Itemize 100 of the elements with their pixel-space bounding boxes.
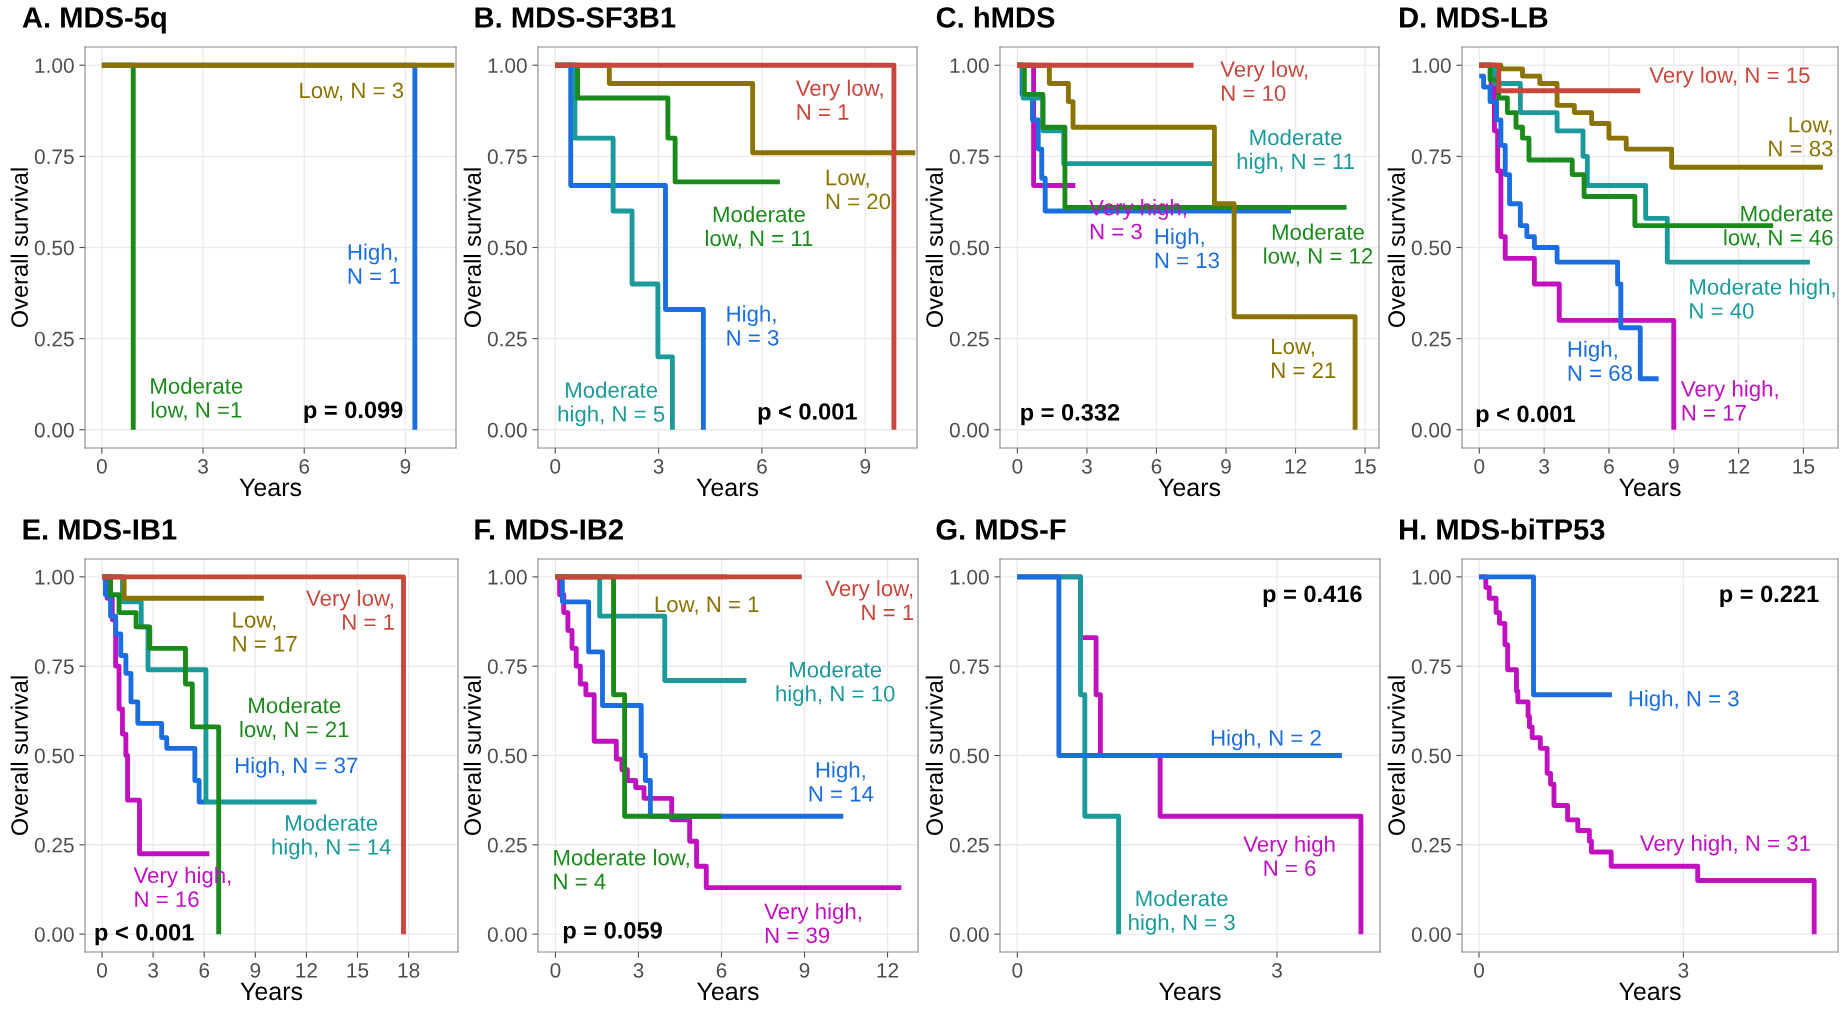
x-tick-label: 12 [877, 962, 899, 978]
x-tick-label: 3 [653, 458, 664, 474]
series-label: Moderate low, N = 21 [240, 697, 349, 740]
chart-title: A. MDS-5q [22, 7, 166, 34]
y-tick-label: 0.75 [1411, 149, 1451, 165]
y-tick-label: 0.25 [949, 331, 989, 347]
series-label: Very low, N = 1 [306, 589, 394, 630]
y-tick-label: 0.00 [1411, 927, 1451, 942]
y-tick-label: 0.75 [949, 149, 989, 165]
chart-title: C. hMDS [936, 6, 1055, 28]
series-label: Moderate low, N = 46 [1724, 205, 1833, 249]
x-axis-title: Years [1619, 982, 1681, 1001]
x-tick-label: 3 [148, 962, 159, 978]
series-label: Moderate high, N = 5 [558, 381, 665, 427]
x-tick-label: 9 [1668, 458, 1679, 474]
x-axis-title: Years [1159, 982, 1221, 1001]
x-tick-label: 6 [299, 458, 310, 474]
x-tick-label: 18 [398, 962, 420, 978]
series-label: High, N = 68 [1568, 340, 1633, 381]
series-label: Moderate low, N = 4 [554, 849, 689, 890]
y-tick-label: 0.50 [1411, 748, 1451, 764]
y-tick-label: 0.75 [487, 149, 527, 165]
y-tick-label: 1.00 [950, 569, 989, 585]
annotation: p = 0.332 [1021, 403, 1120, 426]
annotation: p = 0.059 [563, 921, 662, 944]
x-axis-title: Years [1158, 478, 1221, 497]
series-label: High, N = 14 [809, 761, 874, 802]
series-label: High, N = 37 [236, 756, 358, 778]
series-label: Moderate high, N = 3 [1129, 889, 1235, 935]
x-tick-label: 12 [296, 962, 317, 978]
series-label: Low, N = 20 [826, 169, 891, 210]
y-tick-label: 1.00 [488, 569, 527, 585]
x-tick-label: 0 [550, 458, 561, 474]
series-label: Moderate low, N = 12 [1264, 223, 1373, 267]
y-tick-label: 0.00 [1411, 422, 1451, 438]
series-label: Moderate high, N = 10 [776, 661, 895, 706]
x-tick-label: 12 [1728, 458, 1750, 474]
series-label: Low, N = 1 [655, 596, 759, 615]
series-label: Low, N = 83 [1769, 116, 1833, 157]
series-label: High, N = 3 [1629, 690, 1739, 711]
chart-title: B. MDS-SF3B1 [475, 7, 676, 28]
series-label: High, N = 13 [1155, 227, 1219, 269]
y-tick-label: 0.25 [34, 331, 74, 347]
x-tick-label: 9 [1221, 458, 1231, 474]
series-label: Very low, N = 1 [795, 79, 883, 120]
x-tick-label: 3 [1539, 458, 1549, 474]
series-label: Very high, N = 31 [1639, 834, 1810, 856]
series-label: Moderate high, N = 11 [1237, 128, 1354, 174]
y-axis-title: Overall survival [925, 168, 943, 328]
x-tick-label: 0 [1474, 458, 1485, 474]
x-tick-label: 9 [250, 962, 261, 978]
x-axis-title: Years [239, 478, 302, 497]
y-tick-label: 0.25 [1411, 331, 1451, 347]
y-tick-label: 0.50 [949, 240, 989, 256]
x-tick-label: 6 [757, 458, 767, 474]
y-tick-label: 0.50 [34, 748, 74, 764]
y-axis-title: Overall survival [463, 676, 481, 836]
x-tick-label: 12 [1285, 458, 1307, 474]
x-tick-label: 3 [1271, 962, 1282, 978]
y-tick-label: 0.50 [487, 240, 527, 256]
x-axis-title: Years [696, 478, 759, 497]
annotation: p < 0.001 [1476, 405, 1575, 427]
x-tick-label: 0 [97, 962, 108, 978]
series-label: Moderate low, N = 11 [705, 205, 813, 249]
y-tick-label: 0.25 [949, 837, 989, 853]
y-tick-label: 0.50 [1411, 240, 1451, 256]
annotation: p < 0.001 [95, 923, 194, 946]
series-label: Low, N = 21 [1272, 338, 1336, 378]
series-label: High, N = 2 [1211, 729, 1321, 751]
y-tick-label: 0.75 [487, 659, 527, 674]
series-label: Very low, N = 10 [1220, 60, 1308, 102]
y-axis-title: Overall survival [10, 676, 28, 836]
x-tick-label: 6 [199, 962, 210, 978]
x-axis-title: Years [1619, 478, 1681, 497]
y-tick-label: 1.00 [950, 58, 989, 73]
x-tick-label: 15 [1355, 459, 1376, 474]
series-label: Moderate high, N = 14 [272, 814, 391, 860]
y-axis-title: Overall survival [925, 676, 943, 836]
series-label: High, N = 1 [348, 243, 400, 284]
y-tick-label: 0.00 [949, 422, 989, 438]
series-label: Very high N = 6 [1243, 835, 1335, 877]
x-tick-label: 9 [400, 458, 411, 474]
y-tick-label: 0.75 [949, 659, 989, 674]
x-tick-label: 0 [1474, 962, 1485, 978]
y-axis-title: Overall survival [463, 168, 481, 328]
y-tick-label: 1.00 [1412, 569, 1451, 585]
y-tick-label: 0.00 [34, 927, 74, 942]
x-tick-label: 6 [1151, 458, 1162, 474]
series-label: Low, N = 3 [300, 82, 404, 101]
chart-title: F. MDS-IB2 [475, 519, 623, 540]
x-tick-label: 3 [633, 962, 644, 978]
y-tick-label: 0.25 [34, 837, 74, 853]
chart-title: H. MDS-biTP53 [1400, 518, 1605, 540]
y-tick-label: 1.00 [1412, 58, 1451, 73]
y-axis-title: Overall survival [1387, 168, 1405, 328]
y-tick-label: 1.00 [35, 569, 74, 585]
x-tick-label: 9 [799, 962, 810, 978]
x-tick-label: 9 [860, 458, 871, 474]
x-tick-label: 15 [1793, 459, 1815, 474]
x-tick-label: 15 [347, 963, 369, 978]
